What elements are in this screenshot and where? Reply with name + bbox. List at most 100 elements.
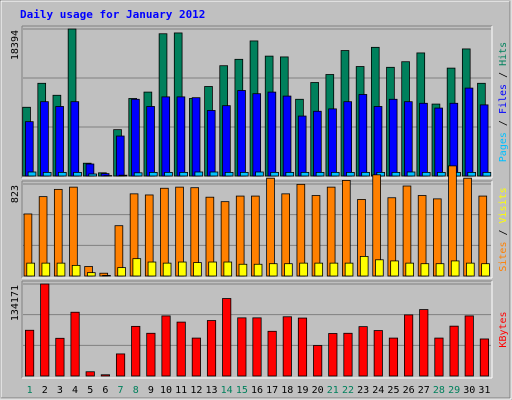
y-max-label: 134171	[10, 285, 21, 321]
bar-kbytes-day-21	[328, 333, 338, 377]
bar-pages-day-25	[391, 171, 401, 177]
bar-pages-day-13	[209, 171, 219, 177]
bar-visits-day-25	[390, 260, 399, 277]
bar-files-day-11	[176, 96, 186, 177]
x-tick-day-12: 12	[190, 385, 202, 396]
x-axis-day-labels: 1 2 3 4 5 6 7 8 9 10 11 12 13 14 15 16 17 18 19 20 21 22 23 24 2…	[27, 385, 491, 396]
bar-files-day-23	[358, 94, 368, 177]
legend-text: KBytes	[498, 311, 509, 347]
bar-pages-day-31	[482, 171, 492, 177]
bar-kbytes-day-18	[282, 316, 292, 377]
bar-sites-day-26	[402, 185, 412, 277]
bar-kbytes-day-27	[419, 309, 429, 377]
bar-kbytes-day-23	[358, 326, 368, 377]
legend-text: /	[498, 223, 509, 241]
bar-visits-day-13	[208, 261, 217, 277]
bar-sites-day-19	[296, 183, 306, 277]
bar-sites-day-4	[69, 186, 78, 277]
bar-files-day-12	[191, 97, 201, 177]
x-tick-day-14: 14	[221, 385, 233, 396]
bar-pages-day-19	[300, 171, 310, 177]
bar-pages-day-21	[330, 171, 340, 177]
bar-kbytes-day-26	[404, 314, 414, 377]
bar-visits-day-9	[147, 261, 157, 277]
legend-text: Hits	[498, 42, 509, 66]
bar-visits-day-1	[26, 262, 35, 277]
bar-files-day-16	[252, 93, 262, 177]
bar-files-day-27	[419, 102, 428, 177]
panel-legend: Pages / Files / Hits	[498, 42, 509, 162]
bar-visits-day-8	[132, 258, 142, 277]
panel-sites-visits: 823 Sites / Visits	[10, 165, 509, 279]
bar-visits-day-20	[314, 262, 324, 277]
x-tick-day-2: 2	[42, 385, 48, 396]
bar-sites-day-17	[266, 177, 275, 277]
bar-kbytes-day-29	[449, 325, 459, 377]
bar-visits-day-2	[41, 262, 51, 277]
bar-files-day-26	[404, 101, 413, 177]
bar-kbytes-day-25	[388, 337, 399, 377]
bar-files-day-7	[115, 135, 125, 177]
bar-files-day-31	[479, 104, 489, 177]
legend-text: Sites	[498, 242, 509, 272]
x-tick-day-11: 11	[175, 385, 187, 396]
bar-visits-day-31	[481, 263, 490, 277]
x-tick-day-28: 28	[433, 385, 445, 396]
x-tick-day-16: 16	[251, 385, 263, 396]
x-tick-day-17: 17	[266, 385, 278, 396]
bar-files-day-21	[328, 108, 337, 177]
bar-files-day-8	[131, 98, 140, 177]
bar-kbytes-day-10	[161, 315, 171, 377]
bar-sites-day-21	[326, 186, 336, 277]
y-max-label: 823	[10, 185, 21, 203]
bar-kbytes-day-4	[70, 311, 80, 377]
bar-pages-day-26	[406, 171, 416, 177]
x-tick-day-18: 18	[281, 385, 293, 396]
bar-pages-day-15	[239, 171, 249, 177]
bar-files-day-13	[206, 110, 216, 177]
x-tick-day-3: 3	[57, 385, 63, 396]
bar-kbytes-day-2	[40, 283, 50, 377]
bar-pages-day-30	[467, 171, 477, 177]
bar-pages-day-9	[149, 171, 158, 177]
bar-sites-day-29	[448, 165, 457, 277]
bar-pages-day-16	[255, 171, 264, 177]
panel-hits-files-pages: 18394 Pages / Files / Hits	[10, 25, 509, 179]
panel-kbytes: 134171 KBytes	[10, 280, 509, 379]
bar-files-day-24	[373, 106, 383, 177]
x-tick-day-13: 13	[205, 385, 217, 396]
bar-visits-day-14	[223, 261, 233, 277]
bar-pages-day-3	[58, 171, 67, 177]
bar-pages-day-12	[194, 171, 204, 177]
x-tick-day-30: 30	[463, 385, 475, 396]
x-tick-day-7: 7	[118, 385, 124, 396]
legend-text: /	[498, 66, 509, 84]
series-files	[25, 87, 489, 177]
chart-title: Daily usage for January 2012	[20, 8, 205, 21]
bar-kbytes-day-16	[252, 317, 262, 377]
bar-visits-day-6	[102, 275, 111, 277]
bar-kbytes-day-5	[85, 371, 95, 377]
legend-text: Files	[498, 84, 509, 114]
bar-kbytes-day-22	[343, 332, 353, 377]
bar-kbytes-day-19	[297, 317, 308, 377]
chart-panels: 18394 Pages / Files / Hits 823 Sites / Visi…	[10, 25, 509, 379]
bar-visits-day-19	[299, 262, 308, 277]
x-tick-day-9: 9	[148, 385, 154, 396]
bar-pages-day-27	[421, 171, 431, 177]
bar-kbytes-day-28	[434, 337, 444, 377]
bar-kbytes-day-15	[237, 317, 247, 377]
bar-pages-day-18	[285, 171, 295, 177]
bar-kbytes-day-31	[479, 338, 489, 377]
bar-pages-day-1	[27, 171, 37, 177]
bar-visits-day-26	[405, 262, 414, 277]
bar-files-day-25	[388, 98, 398, 177]
bar-kbytes-day-3	[55, 337, 65, 377]
x-tick-day-25: 25	[387, 385, 399, 396]
bar-visits-day-10	[162, 262, 172, 277]
x-tick-day-26: 26	[403, 385, 415, 396]
series-sites	[23, 165, 488, 277]
bar-kbytes-day-14	[222, 298, 232, 377]
bar-files-day-1	[25, 121, 34, 177]
bar-kbytes-day-12	[191, 337, 201, 377]
